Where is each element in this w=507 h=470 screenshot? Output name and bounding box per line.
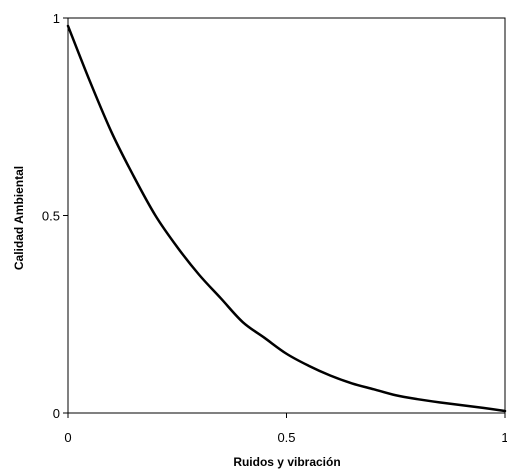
x-axis-title: Ruidos y vibración <box>233 455 340 469</box>
y-axis-title: Calidad Ambiental <box>12 166 26 270</box>
x-tick-label-2: 1 <box>501 430 507 445</box>
tick-marks <box>63 17 506 418</box>
series-line-0 <box>66 24 507 413</box>
y-tick-label-0: 0 <box>53 406 60 421</box>
series-group <box>66 24 507 413</box>
y-tick-label-2: 1 <box>53 11 60 26</box>
x-tick-label-1: 0.5 <box>277 430 295 445</box>
tick-labels: 0 0.5 1 0 0.5 1 <box>42 11 507 445</box>
y-tick-label-1: 0.5 <box>42 209 60 224</box>
x-tick-label-0: 0 <box>64 430 71 445</box>
